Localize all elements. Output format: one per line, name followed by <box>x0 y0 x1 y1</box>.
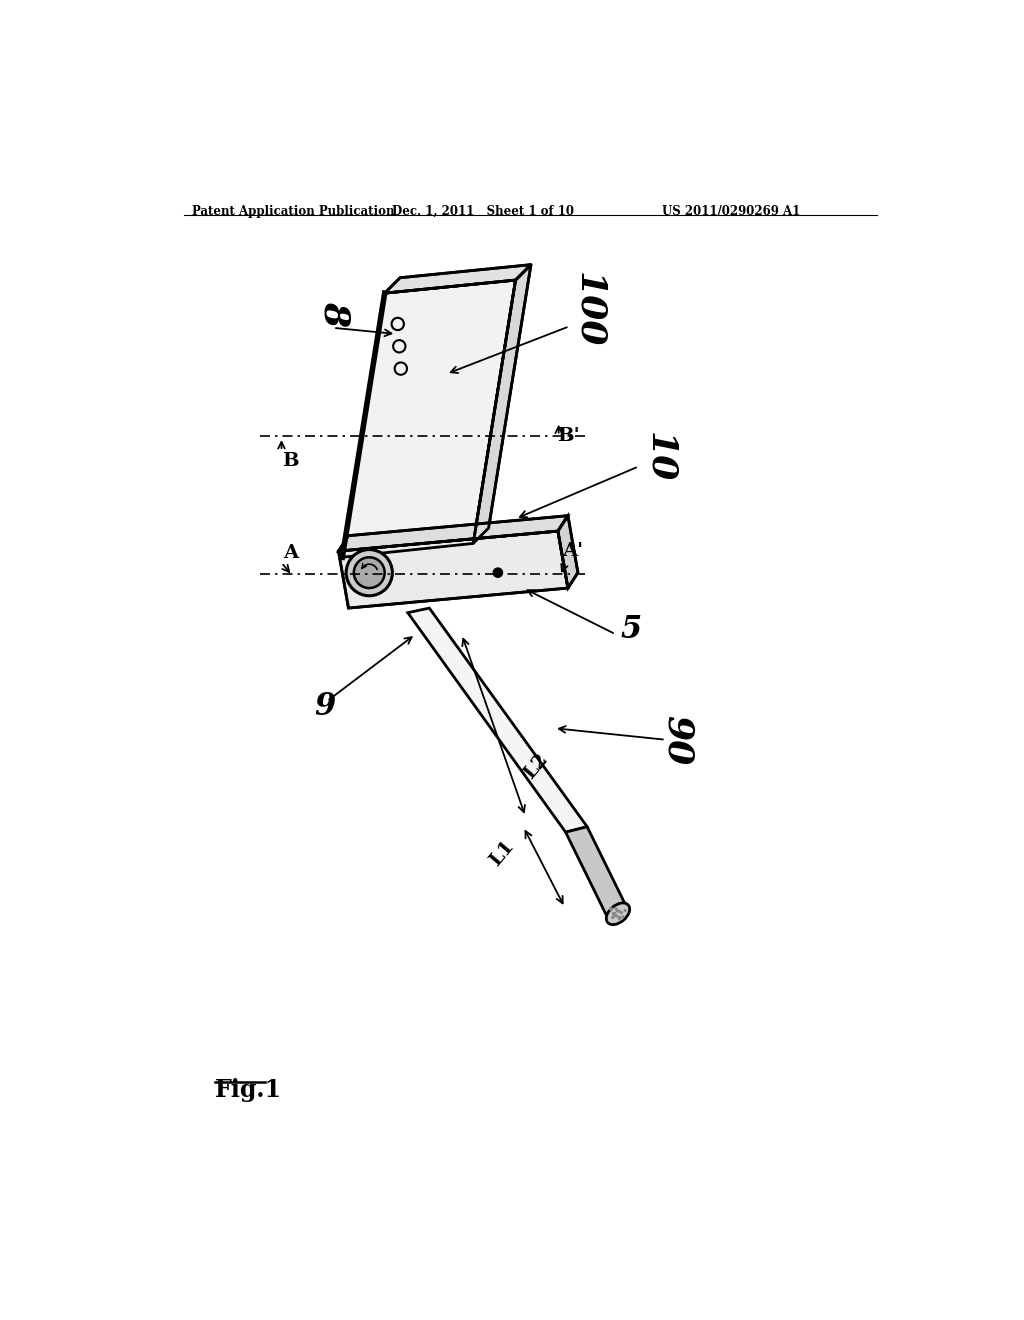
Circle shape <box>625 909 626 911</box>
Circle shape <box>610 909 612 911</box>
Circle shape <box>616 909 618 912</box>
Polygon shape <box>408 609 587 832</box>
Polygon shape <box>342 280 515 557</box>
Text: L1: L1 <box>486 837 518 870</box>
Polygon shape <box>473 264 531 544</box>
Text: 8: 8 <box>317 301 351 326</box>
Text: 9: 9 <box>314 692 335 722</box>
Circle shape <box>346 549 392 595</box>
Circle shape <box>610 908 612 909</box>
Text: A: A <box>284 544 298 561</box>
Circle shape <box>621 912 623 913</box>
Ellipse shape <box>606 903 630 924</box>
Circle shape <box>614 912 615 915</box>
Circle shape <box>615 908 617 909</box>
Text: Patent Application Publication: Patent Application Publication <box>193 205 394 218</box>
Text: 90: 90 <box>660 714 694 764</box>
Text: B: B <box>283 451 299 470</box>
Text: L2: L2 <box>521 751 552 783</box>
Text: Fig.1: Fig.1 <box>215 1078 283 1102</box>
Text: Dec. 1, 2011   Sheet 1 of 10: Dec. 1, 2011 Sheet 1 of 10 <box>392 205 574 218</box>
Polygon shape <box>558 516 578 589</box>
Circle shape <box>618 917 621 920</box>
Circle shape <box>616 915 617 917</box>
Circle shape <box>494 568 503 577</box>
Text: 100: 100 <box>571 272 606 347</box>
Circle shape <box>613 915 615 916</box>
Text: B': B' <box>557 426 580 445</box>
Text: US 2011/0290269 A1: US 2011/0290269 A1 <box>662 205 800 218</box>
Circle shape <box>612 916 614 919</box>
Circle shape <box>618 916 621 919</box>
Circle shape <box>611 916 613 919</box>
Text: 10: 10 <box>643 432 677 482</box>
Polygon shape <box>385 264 531 293</box>
Circle shape <box>618 916 621 919</box>
Text: 5: 5 <box>621 614 642 645</box>
Circle shape <box>623 916 624 917</box>
Circle shape <box>354 557 385 589</box>
Polygon shape <box>565 826 629 917</box>
Circle shape <box>612 912 614 915</box>
Polygon shape <box>339 531 568 609</box>
Polygon shape <box>339 516 568 552</box>
Circle shape <box>618 911 621 912</box>
Circle shape <box>609 908 611 909</box>
Text: A': A' <box>562 543 583 560</box>
